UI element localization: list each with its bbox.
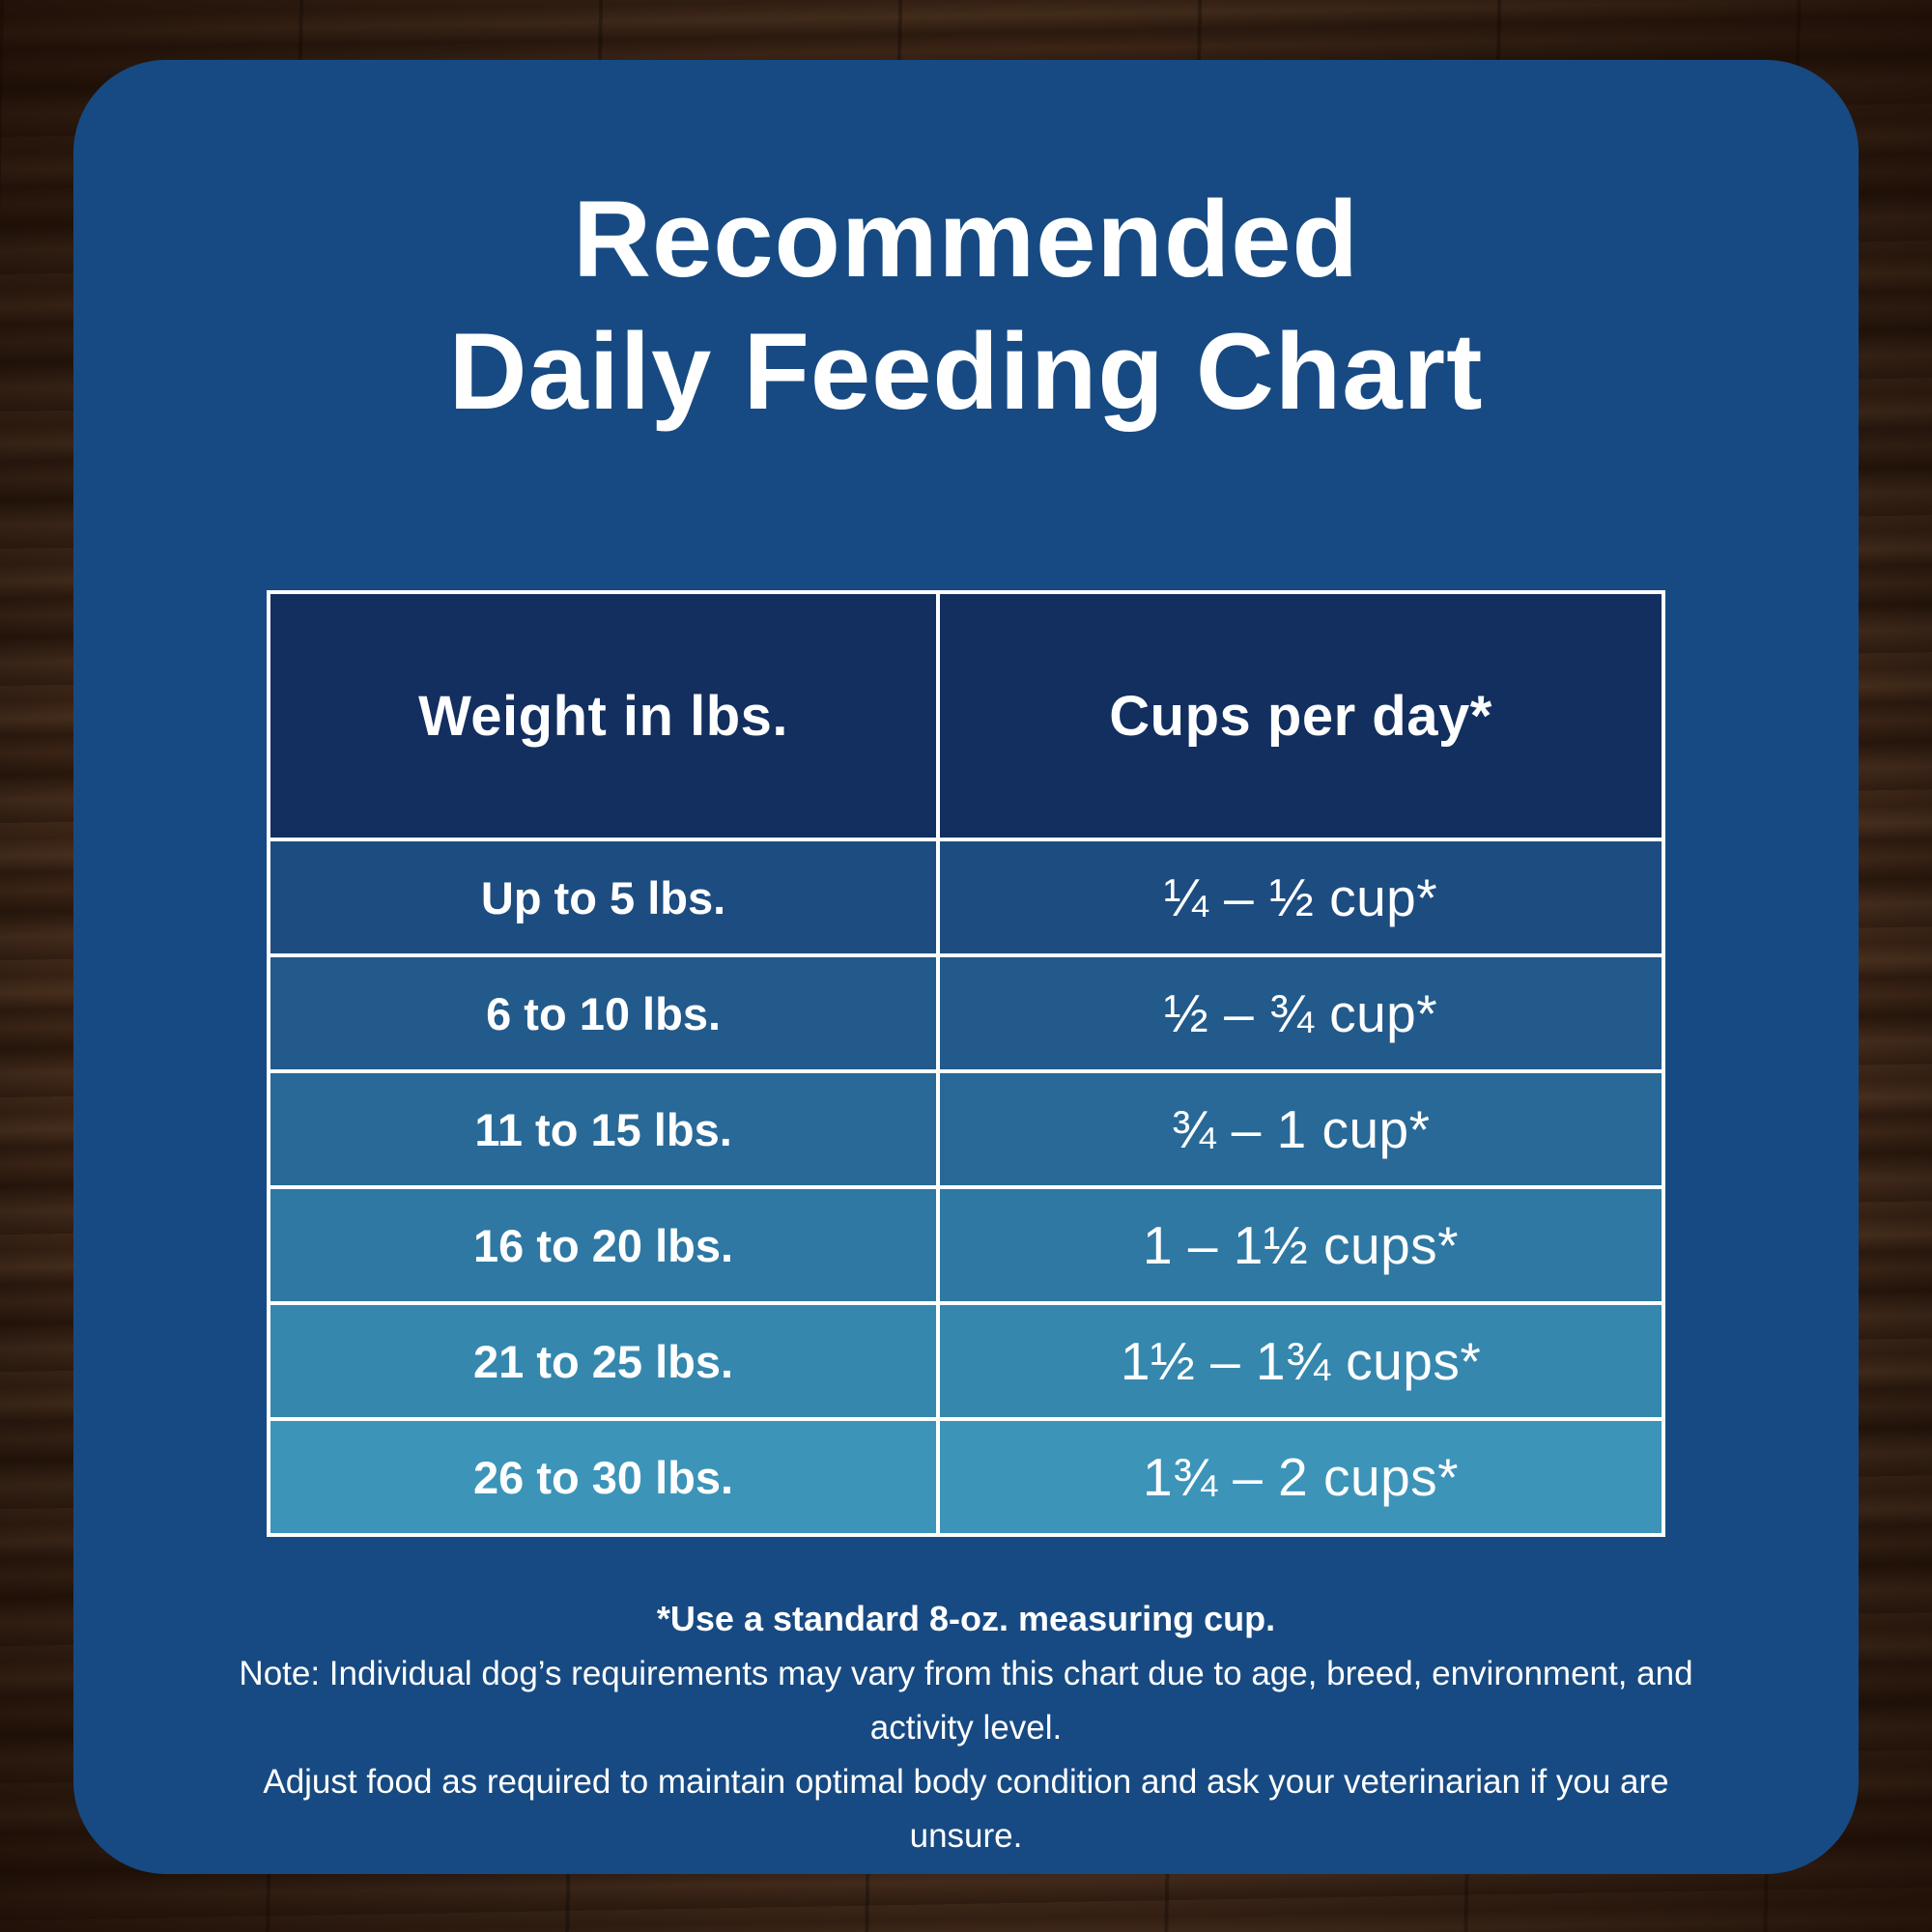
disclaimer-line2: Adjust food as required to maintain opti… [263, 1762, 1669, 1855]
cups-cell: ¾ – 1 cup* [936, 1069, 1665, 1190]
weight-cell: 11 to 15 lbs. [266, 1069, 941, 1190]
weight-cell: 16 to 20 lbs. [266, 1185, 941, 1306]
table-row: 11 to 15 lbs. ¾ – 1 cup* [266, 1069, 1665, 1190]
cups-column-header: Cups per day* [936, 590, 1665, 842]
cups-cell: 1 – 1½ cups* [936, 1185, 1665, 1306]
table-row: 6 to 10 lbs. ½ – ¾ cup* [266, 953, 1665, 1074]
chart-title: Recommended Daily Feeding Chart [73, 174, 1859, 438]
table-row: 26 to 30 lbs. 1¾ – 2 cups* [266, 1417, 1665, 1538]
feeding-chart-panel: Recommended Daily Feeding Chart Weight i… [73, 60, 1859, 1874]
footnotes: *Use a standard 8-oz. measuring cup. Not… [73, 1591, 1859, 1863]
feeding-table-header: Weight in lbs. Cups per day* [266, 590, 1665, 842]
weight-cell: 6 to 10 lbs. [266, 953, 941, 1074]
feeding-table: Weight in lbs. Cups per day* Up to 5 lbs… [266, 590, 1665, 1538]
disclaimer-line1: Note: Individual dog’s requirements may … [239, 1654, 1693, 1747]
table-row: Up to 5 lbs. ¼ – ½ cup* [266, 838, 1665, 958]
chart-title-line1: Recommended [573, 179, 1359, 299]
weight-cell: 21 to 25 lbs. [266, 1301, 941, 1422]
weight-column-header: Weight in lbs. [266, 590, 941, 842]
header-row: Weight in lbs. Cups per day* [266, 590, 1665, 842]
table-row: 16 to 20 lbs. 1 – 1½ cups* [266, 1185, 1665, 1306]
cups-cell: ½ – ¾ cup* [936, 953, 1665, 1074]
table-row: 21 to 25 lbs. 1½ – 1¾ cups* [266, 1301, 1665, 1422]
measuring-cup-note: *Use a standard 8-oz. measuring cup. [656, 1599, 1276, 1639]
weight-cell: Up to 5 lbs. [266, 838, 941, 958]
weight-cell: 26 to 30 lbs. [266, 1417, 941, 1538]
chart-title-line2: Daily Feeding Chart [448, 310, 1484, 432]
cups-cell: 1¾ – 2 cups* [936, 1417, 1665, 1538]
cups-cell: 1½ – 1¾ cups* [936, 1301, 1665, 1422]
cups-cell: ¼ – ½ cup* [936, 838, 1665, 958]
